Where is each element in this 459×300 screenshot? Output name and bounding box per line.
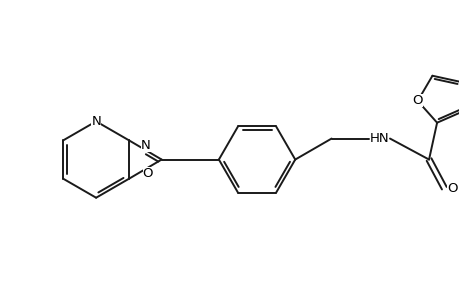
Text: O: O (412, 94, 422, 107)
Text: HN: HN (369, 132, 388, 145)
Text: O: O (447, 182, 457, 195)
Text: O: O (142, 167, 153, 180)
Text: N: N (141, 139, 151, 152)
Text: N: N (91, 115, 101, 128)
